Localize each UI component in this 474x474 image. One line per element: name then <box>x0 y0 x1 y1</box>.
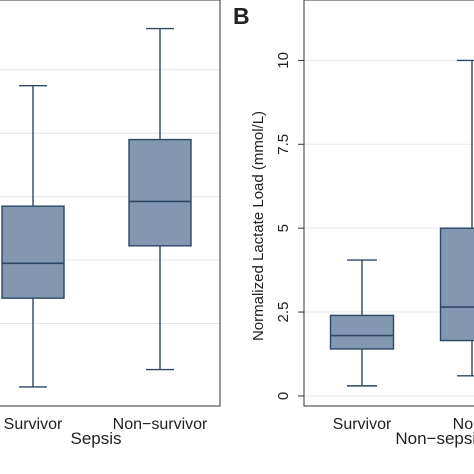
panel-b-non-sepsis: B 0 2.5 5 7.5 10 Normalized Lactate Load (mm… <box>233 0 474 448</box>
panel-b-label: B <box>233 3 250 29</box>
panel-b-non-iqr-box <box>439 227 474 342</box>
panel-b-boxes <box>329 59 474 387</box>
panel-a-x-axis-title: Sepsis <box>70 429 121 448</box>
panel-a-boxes <box>1 27 192 388</box>
panel-a-survivor-tick-label: Survivor <box>4 416 63 433</box>
panel-b-y-tick-label: 0 <box>275 392 292 400</box>
panel-b-y-tick-label: 2.5 <box>275 302 292 323</box>
panel-b-x-axis-title: Non−sepsis <box>395 429 474 448</box>
panel-a-non-survivor-iqr-box <box>128 138 192 247</box>
panel-b-y-tick-label: 7.5 <box>275 134 292 155</box>
panel-b-non-tick-label: Non− <box>453 416 474 433</box>
panel-b-plot-frame <box>303 0 474 407</box>
panel-b-y-axis: 0 2.5 5 7.5 10 <box>275 52 304 400</box>
panel-a-plot-frame <box>0 0 221 407</box>
panel-b-survivor-tick-label: Survivor <box>333 416 392 433</box>
panel-a-survivor-iqr-box <box>1 205 65 299</box>
panel-b-survivor-iqr-box <box>329 314 395 350</box>
panel-a-non-survivor-box-group <box>128 27 192 371</box>
panel-b-y-axis-title: Normalized Lactate Load (mmol/L) <box>250 111 267 341</box>
panel-b-non-box-group <box>439 59 474 377</box>
panel-b-survivor-box-group <box>329 259 395 387</box>
panel-b-y-tick-label: 5 <box>275 224 292 232</box>
panel-a-non-survivor-tick-label: Non−survivor <box>113 416 208 433</box>
panel-a-survivor-box-group <box>1 84 65 388</box>
panel-a-sepsis: Sepsis Survivor Non−survivor <box>0 0 221 448</box>
panel-b-y-tick-label: 10 <box>275 52 292 69</box>
